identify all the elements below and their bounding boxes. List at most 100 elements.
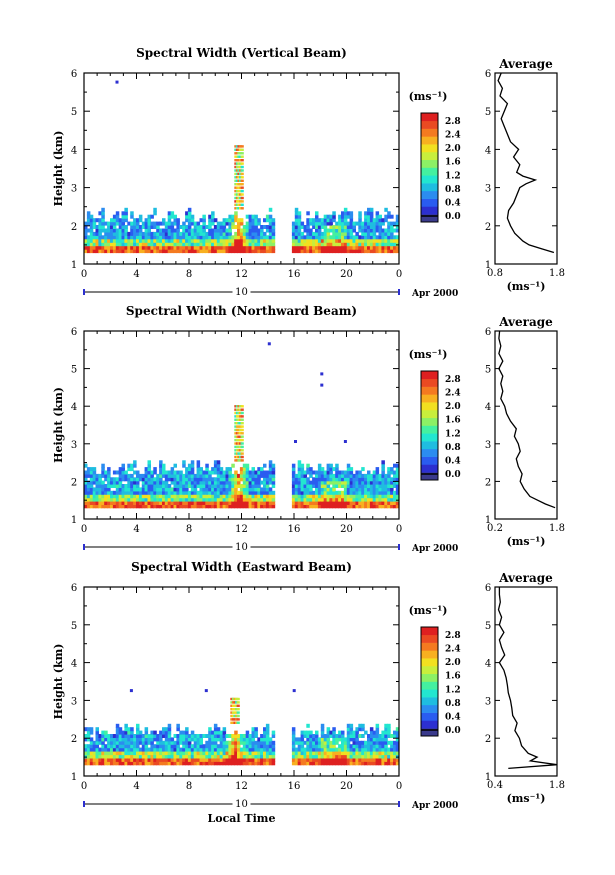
heatmap-cell [291, 225, 296, 229]
colorbar-swatch [421, 151, 438, 161]
heatmap-cell [153, 734, 157, 738]
heatmap-cell [297, 463, 302, 468]
heatmap-cell [329, 744, 333, 749]
x-tick-label: 16 [288, 269, 301, 280]
heatmap-cell [202, 761, 206, 766]
heatmap-cell [369, 490, 374, 495]
heatmap-cell [124, 751, 128, 756]
heatmap-cell [196, 740, 201, 745]
heatmap-cell [98, 242, 102, 247]
heatmap-cell [349, 249, 354, 254]
heatmap-cell [309, 218, 313, 223]
heatmap-cell [118, 473, 123, 478]
heatmap-cell [110, 245, 114, 250]
heatmap-cell [387, 470, 391, 475]
heatmap-cell [268, 490, 273, 495]
heatmap-cell [133, 221, 137, 226]
heatmap-cell [219, 754, 224, 759]
heatmap-cell [234, 245, 238, 250]
heatmap-cell [358, 228, 362, 233]
heatmap-cell [306, 730, 310, 735]
heatmap-cell [185, 747, 189, 752]
heatmap-cell [352, 757, 356, 762]
heatmap-cell [367, 494, 371, 499]
heatmap-cell [390, 504, 394, 509]
heatmap-cell [315, 473, 319, 478]
heatmap-cell [381, 473, 385, 478]
heatmap-cell [352, 225, 356, 229]
heatmap-cell [361, 235, 365, 240]
heatmap-cell [147, 761, 151, 766]
heatmap-cell [381, 490, 385, 495]
heatmap-cell [187, 497, 192, 502]
heatmap-cell [242, 480, 247, 485]
heatmap-cell [369, 249, 374, 254]
heatmap-cell [167, 490, 172, 495]
heatmap-cell [306, 504, 310, 509]
heatmap-cell [136, 487, 140, 492]
heatmap-cell [170, 231, 175, 236]
heatmap-cell [341, 221, 345, 226]
heatmap-cell [211, 228, 215, 233]
heatmap-cell [306, 211, 310, 216]
heatmap-cell [193, 497, 198, 502]
heatmap-cell [341, 484, 345, 488]
heatmap-cell [317, 467, 322, 472]
date-number: 10 [235, 287, 248, 298]
heatmap-cell [101, 214, 105, 219]
colorbar-frame [420, 370, 439, 481]
heatmap-cell [124, 249, 128, 254]
heatmap-cell [260, 249, 264, 254]
heatmap-cell [231, 218, 235, 223]
heatmap-cell [297, 218, 302, 223]
heatmap-cell [112, 494, 117, 499]
heatmap-cell [219, 467, 224, 472]
heatmap-cell [138, 249, 143, 254]
heatmap-cell [384, 723, 388, 728]
heatmap-cell [216, 231, 221, 236]
heatmap-cell [375, 751, 380, 756]
average-y-tick-label: 2 [485, 734, 491, 745]
heatmap-cell [352, 473, 356, 478]
heatmap-cell [124, 228, 128, 233]
heatmap-cell [124, 727, 128, 732]
heatmap-cell [219, 477, 224, 482]
heatmap-cell [329, 218, 333, 223]
heatmap-cell [159, 751, 163, 756]
heatmap-cell [176, 727, 180, 732]
heatmap-cell [193, 242, 198, 247]
heatmap-cell [159, 249, 163, 254]
heatmap-cell [335, 228, 339, 233]
heatmap-cell [173, 754, 177, 759]
heatmap-cell [387, 473, 391, 478]
heatmap-cell [306, 737, 310, 742]
heatmap-cell [133, 228, 137, 233]
heatmap-cell [309, 757, 313, 762]
heatmap-cell [375, 490, 380, 495]
heatmap-cell [260, 470, 264, 475]
heatmap-cell [393, 477, 397, 482]
heatmap-cell [372, 245, 377, 250]
heatmap-cell [317, 751, 322, 756]
heatmap-cell [378, 477, 382, 482]
heatmap-cell [358, 494, 362, 499]
heatmap-cell [341, 754, 345, 759]
heatmap-cell [153, 480, 157, 485]
heatmap-cell [182, 754, 186, 759]
heatmap-cell [306, 501, 310, 505]
heatmap-cell [199, 497, 203, 502]
heatmap-cell [141, 734, 146, 738]
heatmap-cell [112, 218, 117, 223]
heatmap-cell [303, 504, 307, 509]
x-tick-label: 8 [186, 781, 192, 792]
heatmap-cell [213, 754, 218, 759]
heatmap-cell [136, 504, 140, 509]
heatmap-cell [118, 727, 123, 732]
heatmap-cell [211, 238, 215, 243]
heatmap-cell [86, 480, 91, 485]
heatmap-cell [372, 761, 377, 766]
heatmap-cell [219, 734, 224, 738]
heatmap-cell [231, 490, 235, 495]
heatmap-cell [390, 231, 394, 236]
heatmap-cell [251, 235, 255, 240]
